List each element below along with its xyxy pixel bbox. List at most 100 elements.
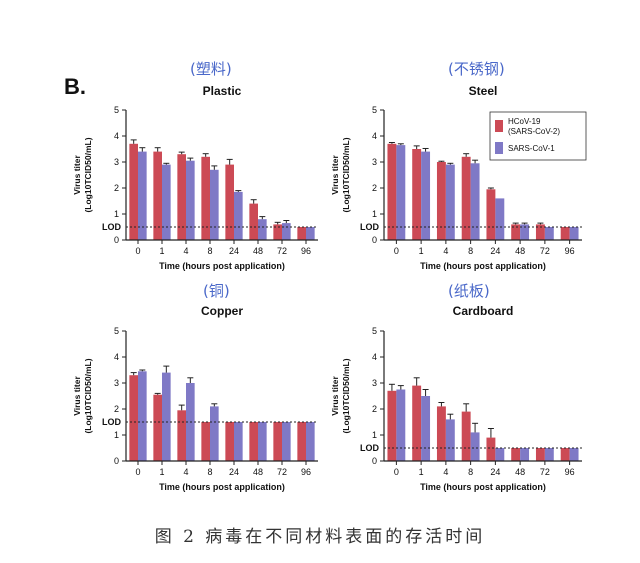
bar-sars-cov-1 [421,396,431,461]
y-axis-label: Virus titer [72,155,82,195]
legend-label: SARS-CoV-1 [508,144,555,153]
x-tick-label: 24 [229,467,239,477]
bar-sars-cov-2 [153,394,162,461]
bar-sars-cov-1 [162,164,171,240]
y-tick-label: 4 [114,352,119,362]
chinese-label-copper: (铜) [203,282,230,300]
x-tick-label: 48 [515,246,525,256]
bar-sars-cov-1 [421,151,431,240]
lod-label: LOD [102,222,121,232]
bar-sars-cov-2 [273,224,282,240]
legend-label: (SARS-CoV-2) [508,127,560,136]
bar-sars-cov-1 [445,419,455,461]
bar-sars-cov-1 [544,227,554,240]
bar-sars-cov-1 [282,223,291,240]
y-axis-label-units: (Log10TCID50/mL) [83,358,93,433]
x-tick-label: 0 [135,246,140,256]
bar-sars-cov-2 [436,162,446,240]
y-tick-label: 0 [114,235,119,245]
chart-title: Steel [469,84,498,98]
bar-sars-cov-2 [273,422,282,461]
y-axis-label: Virus titer [330,376,340,416]
bar-sars-cov-2 [129,375,138,461]
y-axis-label: Virus titer [330,155,340,195]
bar-sars-cov-1 [396,389,406,461]
bar-sars-cov-2 [436,406,446,461]
x-tick-label: 48 [253,246,263,256]
bar-sars-cov-1 [445,164,455,240]
chinese-label-steel: (不锈钢) [448,60,505,78]
x-tick-label: 1 [419,467,424,477]
bar-sars-cov-2 [511,224,521,240]
y-tick-label: 2 [372,183,377,193]
bar-sars-cov-2 [201,156,210,240]
y-tick-label: 5 [114,326,119,336]
bar-sars-cov-2 [387,143,397,240]
x-tick-label: 0 [394,246,399,256]
y-axis-label-units: (Log10TCID50/mL) [341,358,351,433]
y-tick-label: 1 [114,209,119,219]
bar-sars-cov-1 [306,227,315,240]
y-tick-label: 1 [114,430,119,440]
y-tick-label: 2 [372,404,377,414]
y-axis-label: Virus titer [72,376,82,416]
y-tick-label: 3 [372,157,377,167]
bar-sars-cov-1 [520,224,530,240]
y-tick-label: 0 [372,235,377,245]
x-tick-label: 96 [565,246,575,256]
x-tick-label: 72 [540,246,550,256]
x-tick-label: 0 [135,467,140,477]
x-axis-label: Time (hours post application) [420,261,546,271]
y-tick-label: 3 [372,378,377,388]
chinese-label-cardboard: (纸板) [448,282,490,300]
x-tick-label: 8 [207,246,212,256]
y-tick-label: 3 [114,157,119,167]
x-tick-label: 96 [301,246,311,256]
bar-sars-cov-2 [560,227,570,240]
bar-sars-cov-1 [569,227,579,240]
x-tick-label: 1 [159,246,164,256]
bar-sars-cov-2 [129,143,138,240]
bar-sars-cov-1 [470,163,480,240]
y-tick-label: 2 [114,404,119,414]
bar-sars-cov-1 [495,198,505,240]
x-tick-label: 4 [443,246,448,256]
bar-sars-cov-2 [461,156,471,240]
y-tick-label: 4 [372,131,377,141]
bar-sars-cov-1 [234,422,243,461]
bar-sars-cov-1 [282,422,291,461]
x-tick-label: 8 [468,467,473,477]
y-tick-label: 2 [114,183,119,193]
y-tick-label: 4 [114,131,119,141]
bar-sars-cov-1 [162,372,171,461]
x-tick-label: 96 [301,467,311,477]
x-tick-label: 72 [540,467,550,477]
y-axis-label-units: (Log10TCID50/mL) [83,137,93,212]
bar-sars-cov-1 [258,219,267,240]
bar-sars-cov-2 [486,437,496,461]
y-tick-label: 5 [372,326,377,336]
x-tick-label: 1 [159,467,164,477]
x-tick-label: 72 [277,246,287,256]
x-tick-label: 0 [394,467,399,477]
x-tick-label: 48 [253,467,263,477]
x-tick-label: 8 [207,467,212,477]
bar-sars-cov-2 [177,154,186,240]
x-tick-label: 72 [277,467,287,477]
bar-sars-cov-2 [412,385,422,461]
bar-sars-cov-2 [297,422,306,461]
lod-label: LOD [102,417,121,427]
bar-sars-cov-2 [177,410,186,461]
bar-sars-cov-2 [461,411,471,461]
bar-sars-cov-1 [520,448,530,461]
bar-sars-cov-2 [297,227,306,240]
x-tick-label: 8 [468,246,473,256]
bar-sars-cov-1 [234,191,243,240]
bar-sars-cov-2 [225,422,234,461]
bar-sars-cov-2 [153,151,162,240]
y-axis-label-units: (Log10TCID50/mL) [341,137,351,212]
